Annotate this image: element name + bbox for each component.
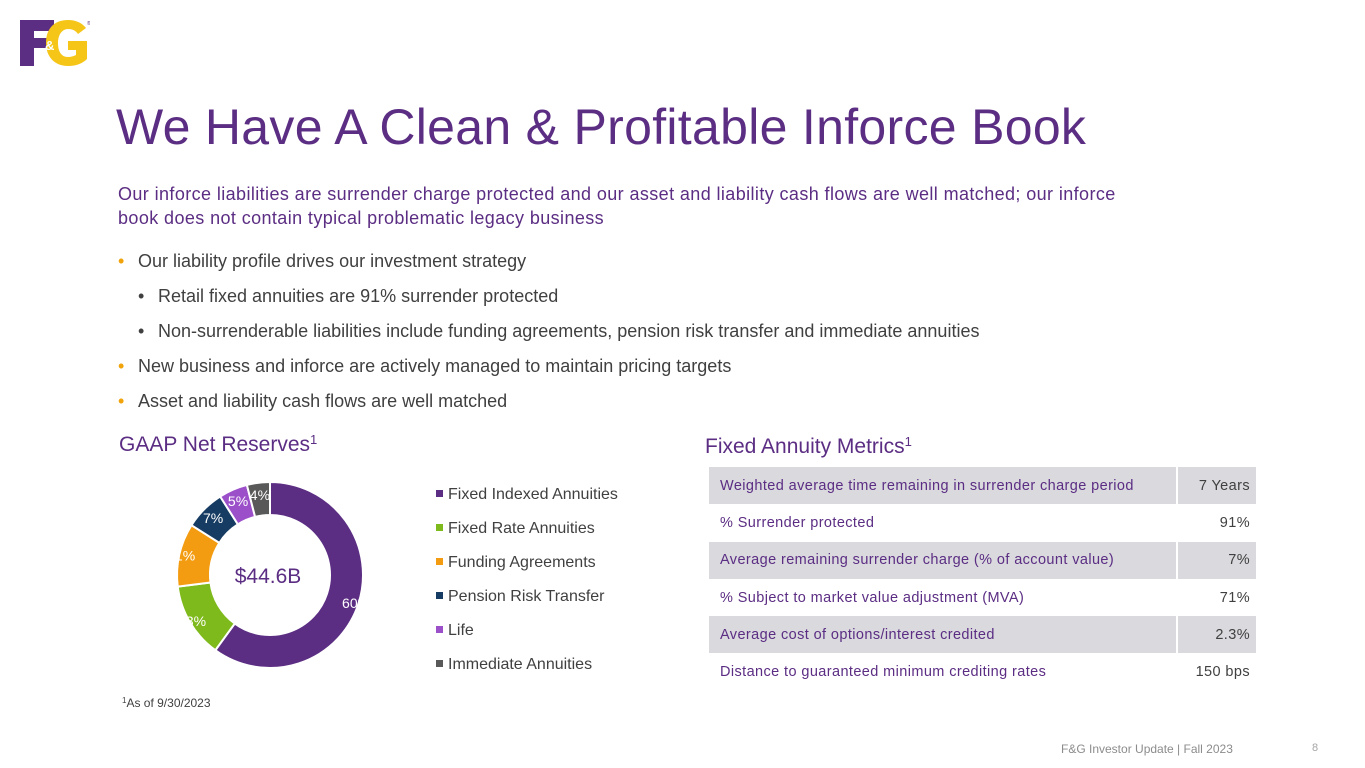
table-row: Distance to guaranteed minimum crediting… xyxy=(709,653,1256,691)
slide-title: We Have A Clean & Profitable Inforce Boo… xyxy=(116,99,1087,155)
legend-item: Life xyxy=(436,614,618,648)
page-number: 8 xyxy=(1312,742,1319,754)
metric-label: Average remaining surrender charge (% of… xyxy=(709,541,1177,579)
bullet-item: • New business and inforce are actively m… xyxy=(118,349,1268,384)
bullet-dot-icon: • xyxy=(138,321,145,341)
metrics-title: Fixed Annuity Metrics1 xyxy=(705,434,912,458)
sub-bullet-item: • Non-surrenderable liabilities include f… xyxy=(118,314,1268,349)
legend-item: Fixed Indexed Annuities xyxy=(436,478,618,512)
donut-slice xyxy=(245,480,271,519)
legend-swatch-icon xyxy=(436,490,443,497)
donut-center-label: $44.6B xyxy=(235,565,302,588)
legend-label: Fixed Indexed Annuities xyxy=(448,486,618,503)
legend-item: Funding Agreements xyxy=(436,546,618,580)
metrics-table: Weighted average time remaining in surre… xyxy=(709,467,1256,691)
table-row: Average cost of options/interest credite… xyxy=(709,616,1256,654)
legend-swatch-icon xyxy=(436,592,443,599)
legend-swatch-icon xyxy=(436,660,443,667)
legend-swatch-icon xyxy=(436,558,443,565)
svg-text:&: & xyxy=(45,38,54,53)
footer-text: F&G Investor Update | Fall 2023 xyxy=(1061,742,1233,756)
legend-item: Pension Risk Transfer xyxy=(436,580,618,614)
slice-label: 13% xyxy=(178,613,206,629)
donut-slice xyxy=(213,480,364,669)
metric-label: Average cost of options/interest credite… xyxy=(709,616,1177,654)
intro-line-1: Our inforce liabilities are surrender ch… xyxy=(118,184,1116,204)
metric-value: 7 Years xyxy=(1176,467,1256,505)
reserves-title: GAAP Net Reserves1 xyxy=(119,432,318,456)
legend-label: Fixed Rate Annuities xyxy=(448,520,595,537)
metric-label: % Surrender protected xyxy=(720,514,875,531)
slice-label: 11% xyxy=(168,547,195,563)
slice-label: 4% xyxy=(250,487,270,503)
legend-label: Pension Risk Transfer xyxy=(448,588,605,605)
footnote: 1As of 9/30/2023 xyxy=(122,696,211,710)
metric-value: 7% xyxy=(1176,541,1256,579)
table-row: Weighted average time remaining in surre… xyxy=(709,467,1256,505)
legend-item: Immediate Annuities xyxy=(436,648,618,682)
legend-label: Funding Agreements xyxy=(448,554,596,571)
slice-label: 60% xyxy=(342,595,370,611)
metric-label: Weighted average time remaining in surre… xyxy=(709,467,1177,505)
intro-line-2: book does not contain typical problemati… xyxy=(118,208,605,228)
legend-item: Fixed Rate Annuities xyxy=(436,512,618,546)
slice-label: 5% xyxy=(228,493,248,509)
metric-label: % Subject to market value adjustment (MV… xyxy=(720,589,1025,606)
metric-value: 71% xyxy=(1176,578,1256,617)
table-row: % Surrender protected 91% xyxy=(709,504,1256,542)
bullet-item: • Our liability profile drives our invest… xyxy=(118,244,1268,279)
legend-label: Immediate Annuities xyxy=(448,656,593,673)
chart-legend: Fixed Indexed Annuities Fixed Rate Annuit… xyxy=(436,478,618,682)
table-row: Average remaining surrender charge (% of… xyxy=(709,541,1256,579)
bullet-dot-icon: • xyxy=(118,356,125,376)
slice-label: 7% xyxy=(203,510,223,526)
legend-label: Life xyxy=(448,622,474,639)
bullet-dot-icon: • xyxy=(138,286,145,306)
metric-value: 91% xyxy=(1176,504,1256,542)
svg-text:®: ® xyxy=(87,20,90,27)
metric-label: Distance to guaranteed minimum crediting… xyxy=(720,664,1047,681)
legend-swatch-icon xyxy=(436,524,443,531)
bullet-item: • Asset and liability cash flows are well… xyxy=(118,384,1268,419)
intro-statement: Our inforce liabilities are surrender ch… xyxy=(118,182,1268,230)
bullet-dot-icon: • xyxy=(118,251,125,271)
table-row: % Subject to market value adjustment (MV… xyxy=(709,578,1256,617)
legend-swatch-icon xyxy=(436,626,443,633)
metric-value: 2.3% xyxy=(1176,616,1256,654)
fg-logo: & ® xyxy=(20,20,90,66)
bullet-dot-icon: • xyxy=(118,391,125,411)
reserves-donut-chart: 60% 13% 11% 7% 5% 4% $44.6B xyxy=(168,480,370,669)
metric-value: 150 bps xyxy=(1176,653,1256,691)
bullet-list: • Our liability profile drives our invest… xyxy=(118,244,1268,419)
sub-bullet-item: • Retail fixed annuities are 91% surrende… xyxy=(118,279,1268,314)
